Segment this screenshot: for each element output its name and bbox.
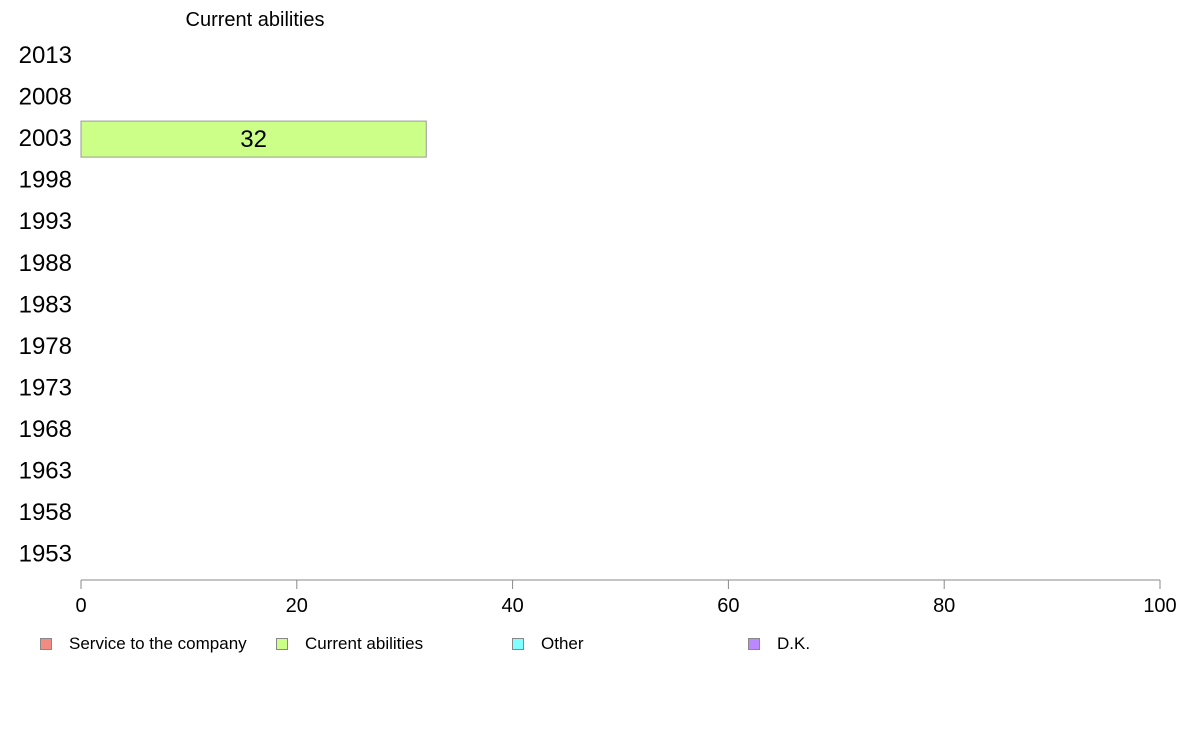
legend-swatch: [748, 638, 760, 650]
y-tick-label: 2008: [19, 84, 72, 111]
y-tick-label: 1993: [19, 208, 72, 235]
legend: Service to the company Current abilities O…: [40, 633, 940, 655]
x-tick-label: 80: [933, 595, 955, 617]
legend-item: D.K.: [748, 633, 810, 655]
x-tick-label: 0: [75, 595, 86, 617]
bar-value-label: 32: [240, 126, 267, 153]
legend-swatch: [276, 638, 288, 650]
x-tick-label: 100: [1143, 595, 1176, 617]
legend-item: Current abilities: [276, 633, 423, 655]
bar: [80, 120, 427, 158]
y-tick-label: 1958: [19, 499, 72, 526]
x-tick-label: 20: [286, 595, 308, 617]
y-tick-label: 1983: [19, 291, 72, 318]
y-tick-label: 1963: [19, 458, 72, 485]
y-tick-label: 2003: [19, 125, 72, 152]
y-tick-label: 1978: [19, 333, 72, 360]
y-tick-label: 1988: [19, 250, 72, 277]
y-tick-label: 1953: [19, 541, 72, 568]
y-axis-labels: 2013 2008 2003 1998 1993 1988 1983 1978 1973 1968…: [19, 42, 72, 568]
x-axis: 0 20 40 60 80 100: [75, 579, 1177, 617]
legend-label: Service to the company: [69, 634, 247, 653]
x-tick-label: 60: [717, 595, 739, 617]
legend-swatch: [512, 638, 524, 650]
legend-swatch: [40, 638, 52, 650]
y-tick-label: 1973: [19, 374, 72, 401]
y-tick-label: 2013: [19, 42, 72, 69]
bars: 32: [80, 120, 427, 158]
y-tick-label: 1998: [19, 167, 72, 194]
legend-label: D.K.: [777, 634, 811, 653]
x-tick-label: 40: [501, 595, 523, 617]
y-tick-label: 1968: [19, 416, 72, 443]
chart-title: Current abilities: [186, 9, 325, 31]
legend-label: Current abilities: [305, 634, 424, 653]
legend-item: Service to the company: [40, 633, 247, 655]
legend-label: Other: [541, 634, 584, 653]
legend-item: Other: [512, 633, 584, 655]
